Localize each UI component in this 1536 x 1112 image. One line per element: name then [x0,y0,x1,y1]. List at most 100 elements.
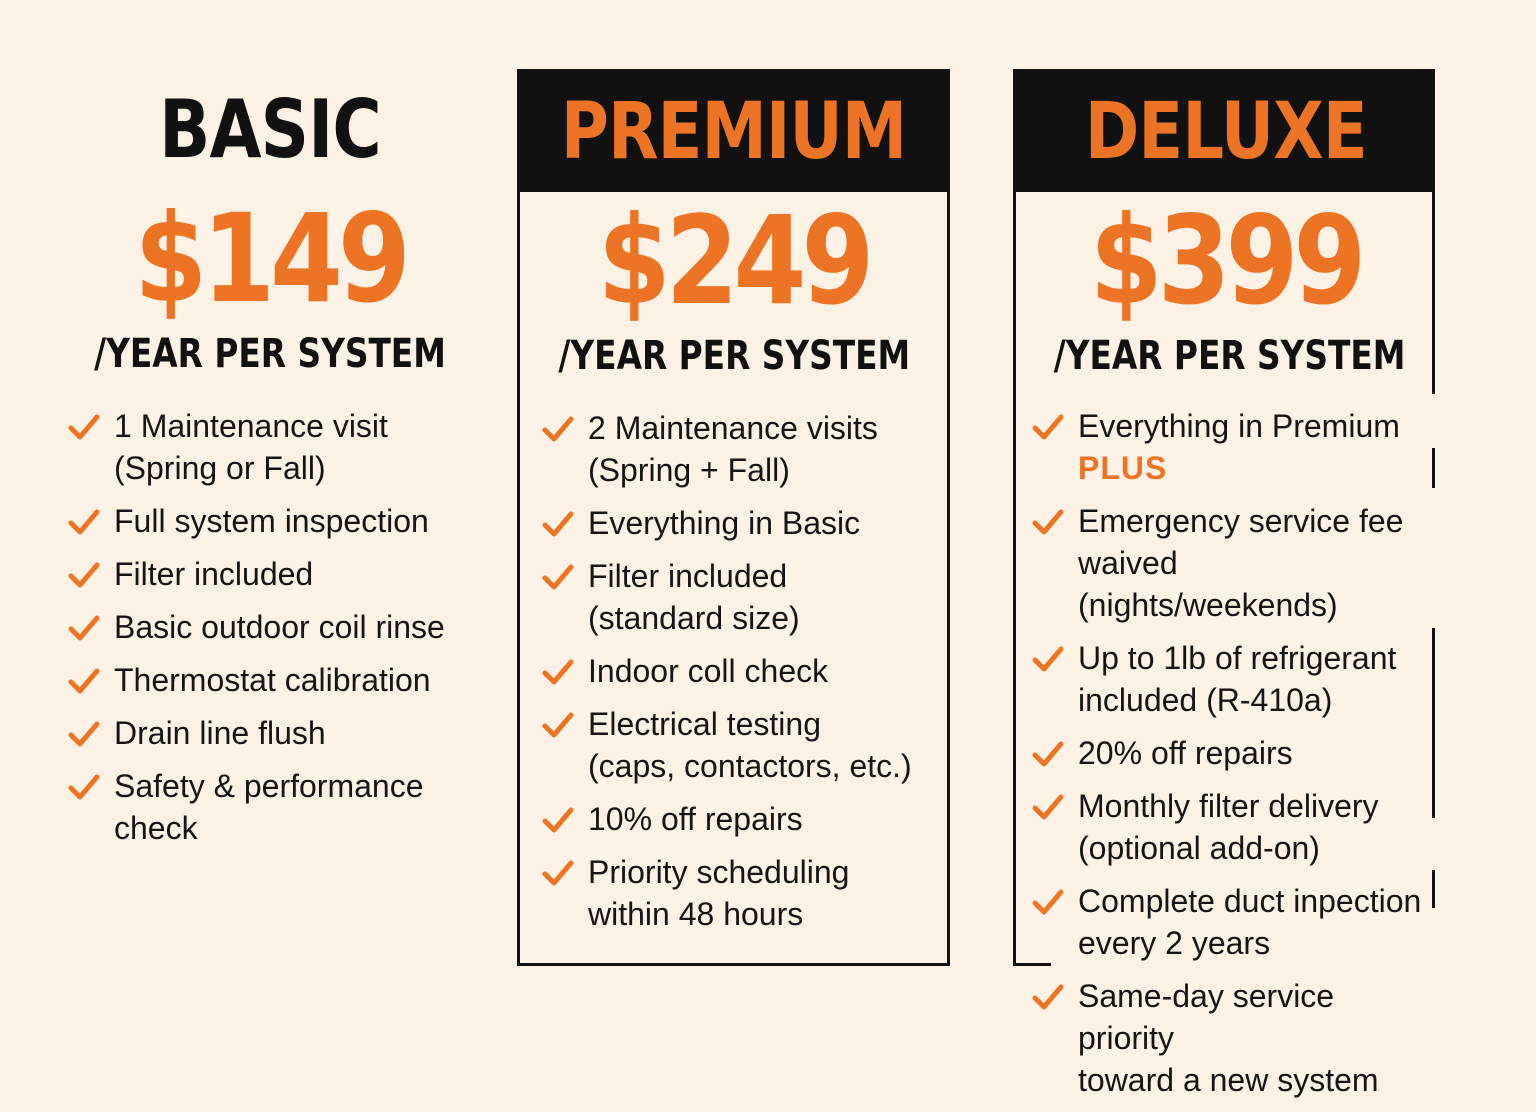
feature-item: Indoor coll check [542,650,912,692]
checkmark-icon [542,857,574,889]
feature-text: 10% off repairs [588,798,803,840]
feature-line: check [114,810,198,846]
feature-text: Everything in Premium PLUS [1078,405,1400,489]
feature-item: 10% off repairs [542,798,912,840]
feature-line: 20% off repairs [1078,735,1293,771]
feature-line: waived (nights/weekends) [1078,545,1338,623]
feature-line: Emergency service fee [1078,503,1404,539]
feature-item: 20% off repairs [1032,732,1435,774]
feature-line: Full system inspection [114,503,429,539]
checkmark-icon [542,709,574,741]
feature-line: Indoor coll check [588,653,829,689]
feature-text: Indoor coll check [588,650,828,692]
checkmark-icon [1032,643,1064,675]
feature-list: Everything in Premium PLUS Emergency servi… [1032,405,1435,1112]
feature-text: Same-day service priority toward a new sy… [1078,975,1435,1101]
card-border [1432,628,1435,818]
feature-list: 1 Maintenance visit (Spring or Fall) Full … [68,405,445,860]
feature-text: Basic outdoor coil rinse [114,606,445,648]
feature-text: Electrical testing (caps, contactors, etc… [588,703,912,787]
feature-item: Emergency service fee waived (nights/week… [1032,500,1435,626]
feature-text: Full system inspection [114,500,429,542]
feature-line: (caps, contactors, etc.) [588,748,912,784]
card-border [1432,870,1435,908]
feature-item: Basic outdoor coil rinse [68,606,445,648]
feature-text: Filter included [114,553,313,595]
checkmark-icon [542,413,574,445]
feature-text: Drain line flush [114,712,326,754]
feature-item: Drain line flush [68,712,445,754]
feature-item: 2 Maintenance visits (Spring + Fall) [542,407,912,491]
checkmark-icon [68,559,100,591]
plan-name: PREMIUM [560,87,907,177]
card-border [1432,69,1435,394]
feature-text: Filter included (standard size) [588,555,800,639]
feature-list: 2 Maintenance visits (Spring + Fall) Every… [542,407,912,946]
feature-item: Up to 1lb of refrigerant included (R-410a… [1032,637,1435,721]
feature-text: 2 Maintenance visits (Spring + Fall) [588,407,878,491]
feature-item: Everything in Basic [542,502,912,544]
plan-header: PREMIUM [520,72,947,192]
feature-line: included (R-410a) [1078,682,1333,718]
plus-label: PLUS [1078,450,1168,486]
feature-item: Monthly filter delivery (optional add-on) [1032,785,1435,869]
plan-price: $149 [134,188,411,330]
feature-item: Complete duct inpection every 2 years [1032,880,1435,964]
feature-line: 1 Maintenance visit [114,408,388,444]
feature-line: every 2 years [1078,925,1271,961]
feature-item: 1 Maintenance visit (Spring or Fall) [68,405,445,489]
checkmark-icon [68,506,100,538]
card-border [1432,448,1435,488]
feature-text: 1 Maintenance visit (Spring or Fall) [114,405,388,489]
checkmark-icon [1032,981,1064,1013]
price-unit: /YEAR PER SYSTEM [94,331,446,377]
plan-name: DELUXE [1084,87,1367,177]
feature-line: (standard size) [588,600,800,636]
checkmark-icon [68,718,100,750]
feature-text: Emergency service fee waived (nights/week… [1078,500,1435,626]
plan-price: $399 [1089,190,1367,332]
feature-item: Safety & performance check [68,765,445,849]
checkmark-icon [1032,411,1064,443]
feature-text: Thermostat calibration [114,659,431,701]
feature-item: Same-day service priority toward a new sy… [1032,975,1435,1101]
feature-text: Safety & performance check [114,765,423,849]
feature-line: Up to 1lb of refrigerant [1078,640,1397,676]
feature-text: Complete duct inpection every 2 years [1078,880,1421,964]
price-unit: /YEAR PER SYSTEM [1053,333,1406,379]
feature-item: Filter included [68,553,445,595]
feature-line: Everything in Premium [1078,408,1400,444]
feature-line: within 48 hours [588,896,804,932]
feature-line: Monthly filter delivery [1078,788,1379,824]
feature-text: 20% off repairs [1078,732,1293,774]
feature-line: Electrical testing [588,706,821,742]
checkmark-icon [1032,886,1064,918]
plan-card-deluxe: DELUXE $399 /YEAR PER SYSTEM Everything … [1013,69,1435,1098]
checkmark-icon [68,411,100,443]
feature-line: Basic outdoor coil rinse [114,609,445,645]
feature-item: Full system inspection [68,500,445,542]
feature-line: Thermostat calibration [114,662,431,698]
feature-item: Thermostat calibration [68,659,445,701]
feature-text: Monthly filter delivery (optional add-on) [1078,785,1379,869]
feature-line: (Spring or Fall) [114,450,326,486]
plan-card-basic: BASIC $149 /YEAR PER SYSTEM 1 Maintenanc… [40,70,500,970]
checkmark-icon [68,771,100,803]
feature-item: Filter included (standard size) [542,555,912,639]
feature-line: 2 Maintenance visits [588,410,878,446]
feature-line: (Spring + Fall) [588,452,790,488]
feature-line: Safety & performance [114,768,424,804]
checkmark-icon [1032,791,1064,823]
feature-line: Filter included [114,556,314,592]
plan-name: BASIC [159,83,382,176]
feature-line: Priority scheduling [588,854,850,890]
checkmark-icon [1032,506,1064,538]
feature-line: Filter included [588,558,788,594]
feature-item: Priority scheduling within 48 hours [542,851,912,935]
plan-card-premium: PREMIUM $249 /YEAR PER SYSTEM 2 Maintena… [517,69,950,966]
feature-line: Same-day service priority [1078,978,1335,1056]
checkmark-icon [68,665,100,697]
checkmark-icon [1032,738,1064,770]
checkmark-icon [542,656,574,688]
card-border [1013,963,1051,966]
